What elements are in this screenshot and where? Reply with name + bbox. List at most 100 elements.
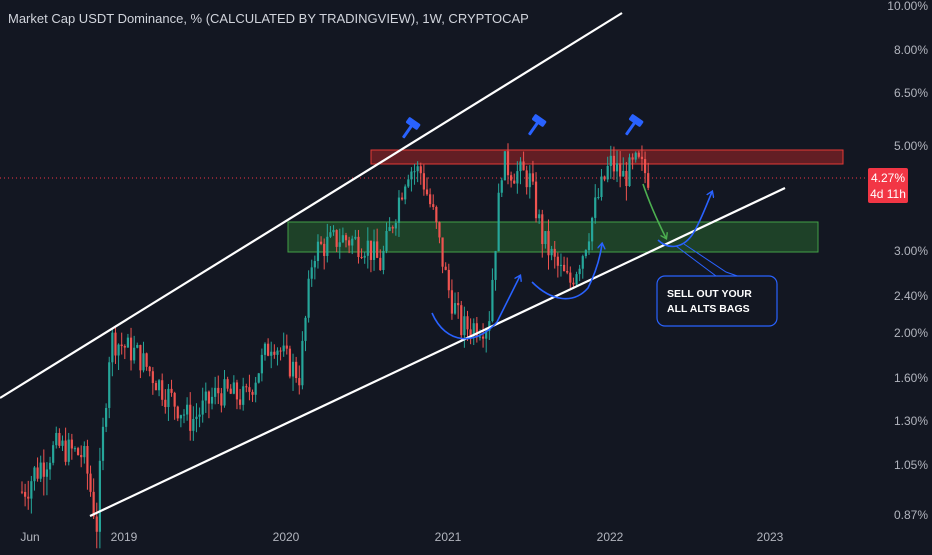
candle-down <box>24 491 27 497</box>
candle-down <box>95 516 98 532</box>
candle-up <box>581 256 584 269</box>
resistance-zone <box>370 149 844 165</box>
candle-up <box>363 255 366 258</box>
candle-up <box>232 382 235 394</box>
candle-up <box>67 439 70 462</box>
candle-down <box>64 440 67 462</box>
candle-up <box>270 351 273 356</box>
candle-down <box>114 332 117 356</box>
candle-down <box>139 344 142 371</box>
candle-down <box>251 391 254 395</box>
candle-up <box>404 186 407 200</box>
candle-down <box>173 392 176 407</box>
candle-down <box>164 399 167 408</box>
candle-down <box>120 344 123 347</box>
candle-down <box>288 348 292 377</box>
candle-down <box>647 173 650 188</box>
candle-down <box>226 379 229 389</box>
candle-down <box>369 240 373 260</box>
candle-up <box>167 388 170 408</box>
candle-up <box>463 316 466 336</box>
candle-up <box>382 251 385 271</box>
candle-down <box>70 439 73 449</box>
candle-up <box>594 197 597 218</box>
candle-up <box>257 373 260 383</box>
chart-title: Market Cap USDT Dominance, % (CALCULATED… <box>8 11 529 26</box>
candle-up <box>397 197 401 223</box>
candle-down <box>267 343 270 356</box>
candle-down <box>58 432 61 446</box>
candle-up <box>111 332 114 363</box>
candle-up <box>366 240 369 256</box>
candle-up <box>33 467 36 482</box>
candle-down <box>298 378 301 386</box>
candle-down <box>379 257 382 271</box>
candle-down <box>534 181 538 219</box>
y-axis: 10.00% 8.00% 6.50% 5.00% 3.00% 2.40% 2.00% 1.60… <box>887 0 928 522</box>
candle-down <box>161 380 164 400</box>
candle-up <box>609 155 612 166</box>
candle-down <box>510 175 513 181</box>
candle-down <box>466 316 469 330</box>
candle-up <box>204 391 207 401</box>
candle-down <box>513 180 516 184</box>
candle-down <box>562 264 566 271</box>
candle-down <box>80 455 83 458</box>
candle-up <box>491 279 494 322</box>
candle-up <box>559 264 563 266</box>
candle-up <box>301 340 304 386</box>
candle-down <box>176 406 179 419</box>
candle-down <box>245 386 248 388</box>
candle-down <box>238 399 242 405</box>
candle-down <box>86 446 89 474</box>
candle-down <box>556 256 559 266</box>
candle-down <box>154 383 158 391</box>
x-axis: Jun 2019 2020 2021 2022 2023 <box>20 530 783 544</box>
candle-down <box>129 337 133 361</box>
bounce-arrow-late-2021 <box>531 244 602 300</box>
y-tick-label: 1.05% <box>894 458 928 472</box>
candle-up <box>615 163 619 172</box>
candle-down <box>447 269 450 291</box>
y-tick-label: 6.50% <box>894 86 928 100</box>
candle-down <box>612 155 616 172</box>
candle-down <box>631 157 634 160</box>
bounce-arrow-2022 <box>657 192 712 248</box>
candle-up <box>587 241 591 251</box>
y-tick-label: 5.00% <box>894 139 928 153</box>
candle-down <box>295 361 298 379</box>
candle-down <box>76 448 80 456</box>
candle-down <box>148 366 151 372</box>
candle-up <box>136 344 139 348</box>
price-badge-value: 4.27% <box>871 171 905 185</box>
candle-up <box>528 173 531 188</box>
candle-up <box>494 251 497 280</box>
candle-down <box>531 173 535 182</box>
candle-up <box>55 432 58 446</box>
candle-up <box>519 161 522 172</box>
candle-up <box>472 323 475 336</box>
candle-up <box>73 448 77 450</box>
candle-down <box>217 387 220 394</box>
candle-up <box>634 152 637 160</box>
candle-up <box>30 481 33 499</box>
sell-callout: SELL OUT YOUR ALL ALTS BAGS <box>656 275 778 327</box>
candle-up <box>201 400 204 415</box>
candle-up <box>39 462 42 479</box>
candle-down <box>360 256 363 258</box>
candle-down <box>637 152 640 157</box>
candle-up <box>354 236 357 239</box>
candle-up <box>351 238 354 246</box>
candle-down <box>475 323 478 338</box>
candle-up <box>223 379 226 406</box>
candle-up <box>413 171 416 173</box>
y-tick-label: 8.00% <box>894 43 928 57</box>
x-tick-label: 2022 <box>597 530 624 544</box>
candle-down <box>460 305 463 336</box>
candle-up <box>186 404 189 415</box>
candle-up <box>304 317 307 341</box>
candle-up <box>622 170 625 177</box>
candle-down <box>625 170 628 187</box>
